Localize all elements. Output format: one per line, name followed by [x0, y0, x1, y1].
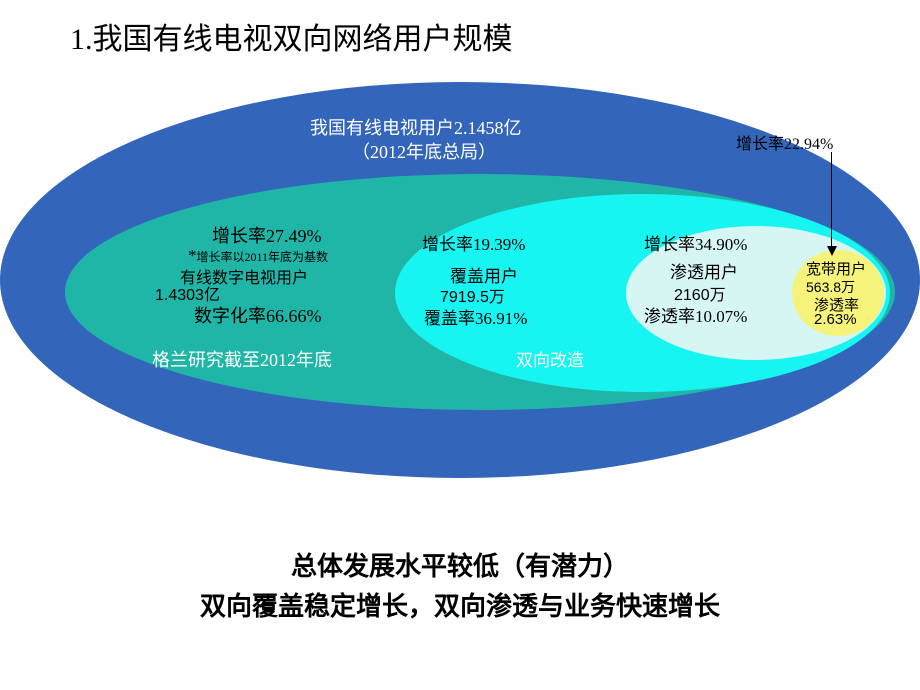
penetration-growth: 增长率34.90% [644, 230, 747, 255]
twoway-footer: 双向改造 [516, 346, 584, 371]
broadband-label: 宽带用户 [806, 258, 866, 279]
total-users-header-1: 我国有线电视用户2.1458亿 [310, 114, 522, 140]
twoway-growth: 增长率19.39% [422, 230, 525, 255]
note-asterisk: * [188, 246, 197, 265]
penetration-rate: 渗透率10.07% [644, 302, 747, 327]
note-text: 增长率以2011年底为基数 [197, 250, 329, 264]
digital-growth: 增长率27.49% [212, 222, 322, 248]
twoway-rate: 覆盖率36.91% [424, 304, 527, 329]
callout-growth-text: 增长率22.94% [736, 130, 833, 154]
page-title: 1.我国有线电视双向网络用户规模 [70, 14, 513, 58]
conclusion-line-1: 总体发展水平较低（有潜力） [0, 546, 920, 583]
digital-rate: 数字化率66.66% [194, 302, 322, 328]
penetration-label: 渗透用户 [670, 258, 738, 283]
total-users-header-2: （2012年底总局） [352, 138, 496, 164]
broadband-rate-2: 2.63% [814, 311, 857, 328]
digital-source: 格兰研究截至2012年底 [152, 346, 332, 372]
callout-line [831, 152, 832, 246]
digital-note: *增长率以2011年底为基数 [188, 246, 328, 266]
callout-arrowhead-icon [827, 246, 837, 256]
conclusion-line-2: 双向覆盖稳定增长，双向渗透与业务快速增长 [0, 586, 920, 623]
